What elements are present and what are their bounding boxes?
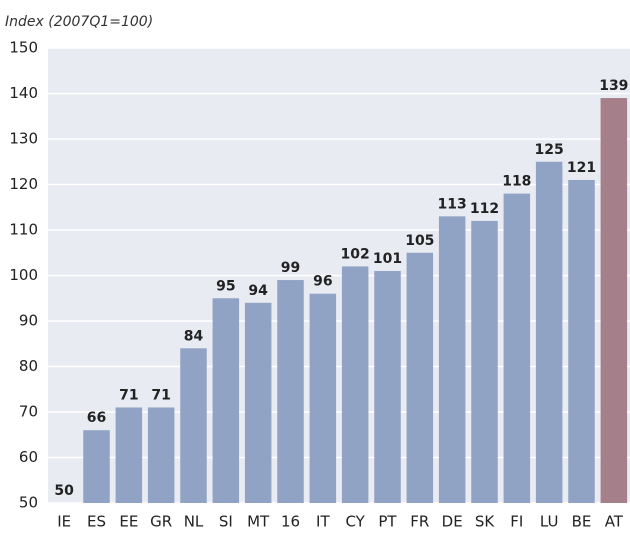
x-tick-label: IE [57,513,71,531]
value-label: 50 [54,483,74,499]
y-tick-label: 150 [9,39,38,57]
y-tick-label: 60 [19,448,38,466]
value-label: 118 [502,174,531,190]
x-tick-label: FR [410,513,429,531]
bar [568,179,595,503]
value-label: 102 [341,246,370,262]
value-label: 99 [281,260,300,276]
value-label: 71 [119,387,138,403]
bar [83,430,110,503]
bar [438,216,466,503]
bar [341,266,369,503]
y-tick-label: 100 [9,266,38,284]
bar [147,407,175,503]
bar [535,161,563,503]
value-label: 113 [438,196,467,212]
bar [406,252,434,503]
y-tick-label: 70 [19,403,38,421]
bar [309,293,337,503]
y-tick-label: 120 [9,175,38,193]
y-tick-label: 130 [9,130,38,148]
x-tick-label: AT [605,513,624,531]
bar [471,220,498,503]
y-tick-label: 110 [9,221,38,239]
bar [277,280,304,503]
value-label: 71 [151,387,170,403]
chart-subtitle: Index (2007Q1=100) [5,14,153,30]
bar [180,348,207,503]
value-label: 96 [313,274,332,290]
value-label: 105 [405,233,434,249]
x-tick-label: FI [510,513,523,531]
x-tick-label: IT [316,513,330,531]
bar [374,270,401,503]
value-label: 101 [373,251,402,267]
x-tick-label: DE [442,513,463,531]
value-label: 112 [470,201,499,217]
x-tick-label: SK [475,513,496,531]
x-tick-label: PT [378,513,397,531]
x-tick-label: BE [572,513,592,531]
y-tick-label: 80 [19,357,38,375]
bar [115,407,143,503]
value-label: 84 [184,328,204,344]
value-label: 66 [87,410,106,426]
x-tick-label: CY [345,513,365,531]
value-label: 95 [216,278,235,294]
y-tick-label: 90 [19,312,38,330]
value-label: 139 [599,78,628,94]
x-tick-label: ES [87,513,106,531]
x-tick-label: MT [247,513,270,531]
x-tick-label: GR [150,513,172,531]
x-tick-label: NL [184,513,204,531]
x-tick-label: EE [119,513,138,531]
y-tick-label: 140 [9,84,38,102]
bar [212,298,240,503]
bar [503,193,531,503]
value-label: 125 [535,142,564,158]
x-tick-label: SI [219,513,233,531]
x-tick-label: LU [540,513,559,531]
bar [600,98,628,504]
y-tick-label: 50 [19,494,38,512]
bar [244,302,272,503]
x-tick-label: 16 [281,513,300,531]
value-label: 94 [248,283,268,299]
value-label: 121 [567,160,596,176]
